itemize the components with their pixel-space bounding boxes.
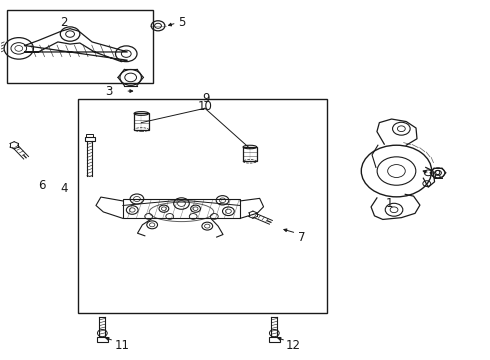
Text: 7: 7: [298, 231, 306, 244]
Text: 12: 12: [285, 339, 300, 352]
Text: 5: 5: [178, 17, 185, 30]
Text: 4: 4: [60, 183, 68, 195]
Text: 1: 1: [386, 197, 393, 210]
Bar: [134, 113, 149, 130]
Text: 3: 3: [105, 85, 113, 98]
Text: 11: 11: [114, 339, 129, 352]
Text: 6: 6: [39, 179, 46, 192]
Text: 9: 9: [202, 92, 210, 105]
Bar: [78, 99, 327, 313]
Bar: [243, 147, 257, 161]
Text: 8: 8: [433, 169, 441, 182]
Bar: [85, 137, 95, 140]
Bar: [97, 337, 108, 342]
Bar: [86, 134, 93, 137]
Bar: [6, 10, 153, 83]
Bar: [269, 337, 280, 342]
Text: 2: 2: [60, 17, 68, 30]
Bar: [123, 199, 240, 219]
Text: 10: 10: [197, 100, 212, 113]
